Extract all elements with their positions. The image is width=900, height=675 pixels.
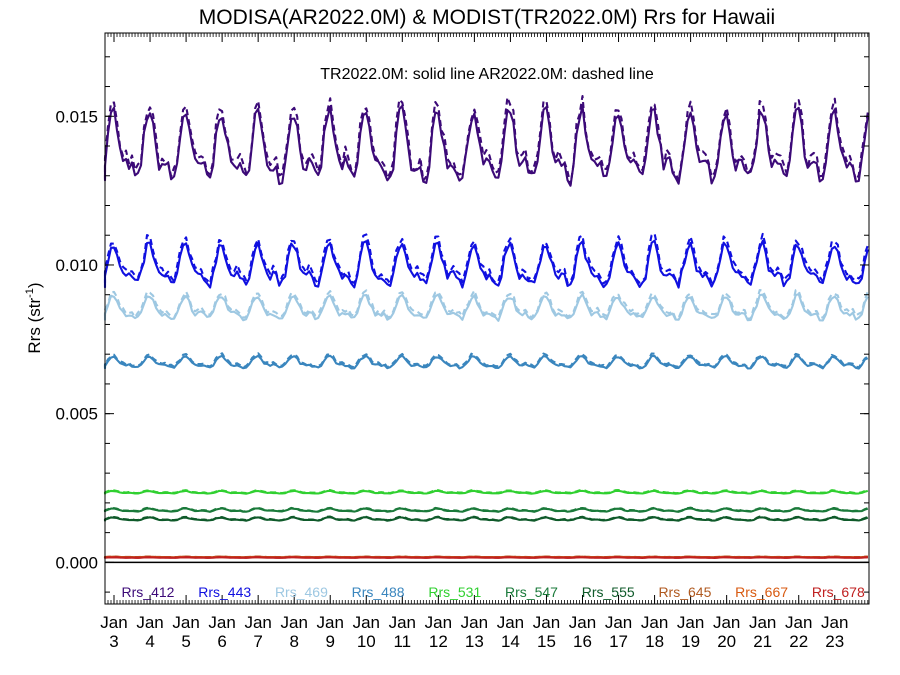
- series-layer: [103, 94, 869, 559]
- x-tick-month: Jan: [569, 613, 596, 632]
- legend-label-rrs_678: Rrs_678: [812, 584, 865, 600]
- x-tick-year: 21: [753, 632, 772, 651]
- x-tick-year: 23: [825, 632, 844, 651]
- legend-label-rrs_555: Rrs_555: [582, 584, 635, 600]
- x-tick-month: Jan: [641, 613, 668, 632]
- series-line-rrs_469-dashed: [103, 288, 869, 321]
- legend-label-rrs_547: Rrs_547: [505, 584, 558, 600]
- x-tick-month: Jan: [785, 613, 812, 632]
- x-tick-year: 20: [717, 632, 736, 651]
- legend-label-rrs_412: Rrs_412: [122, 584, 175, 600]
- series-line-rrs_443-solid: [103, 239, 869, 289]
- x-tick-year: 6: [217, 632, 226, 651]
- series-line-rrs_443-dashed: [103, 232, 869, 286]
- series-line-rrs_678-dashed: [103, 556, 868, 559]
- x-tick-month: Jan: [677, 613, 704, 632]
- y-axis-label: Rrs (str-1): [24, 282, 44, 353]
- x-tick-month: Jan: [533, 613, 560, 632]
- series-line-rrs_488-solid: [103, 354, 869, 370]
- x-tick-year: 15: [537, 632, 556, 651]
- plot-frame: [104, 32, 870, 605]
- x-tick-year: 5: [181, 632, 190, 651]
- x-tick-year: 13: [465, 632, 484, 651]
- y-tick-label: 0.005: [55, 405, 98, 424]
- x-tick-year: 17: [609, 632, 628, 651]
- chart-subtitle: TR2022.0M: solid line AR2022.0M: dashed …: [320, 66, 654, 83]
- x-tick-year: 4: [145, 632, 154, 651]
- x-tick-year: 10: [357, 632, 376, 651]
- y-tick-label: 0.010: [55, 256, 98, 275]
- x-tick-year: 18: [645, 632, 664, 651]
- legend-label-rrs_443: Rrs_443: [198, 584, 251, 600]
- y-tick-label: 0.000: [55, 553, 98, 572]
- x-tick-month: Jan: [821, 613, 848, 632]
- x-tick-year: 22: [789, 632, 808, 651]
- x-tick-month: Jan: [317, 613, 344, 632]
- x-tick-year: 19: [681, 632, 700, 651]
- x-tick-month: Jan: [605, 613, 632, 632]
- x-tick-month: Jan: [497, 613, 524, 632]
- x-axis-ticks: Jan3Jan4Jan5Jan6Jan7Jan8Jan9Jan10Jan11Ja…: [100, 33, 869, 651]
- y-axis-ticks: 0.000 0.005 0.010 0.015: [55, 56, 869, 593]
- x-tick-year: 3: [109, 632, 118, 651]
- y-axis-label-main: Rrs (str: [25, 298, 44, 354]
- x-tick-year: 8: [289, 632, 298, 651]
- series-line-rrs_547-dashed: [103, 506, 869, 513]
- x-tick-year: 11: [393, 632, 411, 651]
- legend-label-rrs_488: Rrs_488: [352, 584, 405, 600]
- y-axis-label-end: ): [25, 282, 44, 288]
- legend: Rrs_412 Rrs_443 Rrs_469 Rrs_488 Rrs_531 Rrs_5…: [122, 584, 865, 600]
- x-tick-month: Jan: [136, 613, 163, 632]
- x-tick-month: Jan: [244, 613, 271, 632]
- x-tick-month: Jan: [389, 613, 416, 632]
- x-tick-month: Jan: [280, 613, 307, 632]
- series-line-rrs_555-dashed: [103, 515, 869, 522]
- x-tick-month: Jan: [749, 613, 776, 632]
- y-tick-label: 0.015: [55, 107, 98, 126]
- x-tick-year: 16: [573, 632, 592, 651]
- x-tick-month: Jan: [100, 613, 127, 632]
- series-line-rrs_412-dashed: [103, 94, 869, 186]
- legend-label-rrs_469: Rrs_469: [275, 584, 328, 600]
- x-tick-year: 14: [501, 632, 520, 651]
- x-tick-month: Jan: [713, 613, 740, 632]
- series-line-rrs_531-dashed: [103, 489, 869, 495]
- x-tick-year: 12: [429, 632, 448, 651]
- legend-label-rrs_645: Rrs_645: [658, 584, 711, 600]
- legend-label-rrs_667: Rrs_667: [735, 584, 788, 600]
- y-axis-label-superscript: -1: [24, 288, 36, 298]
- x-tick-month: Jan: [425, 613, 452, 632]
- legend-label-rrs_531: Rrs_531: [428, 584, 481, 600]
- x-tick-month: Jan: [208, 613, 235, 632]
- x-tick-year: 7: [253, 632, 262, 651]
- x-tick-month: Jan: [461, 613, 488, 632]
- x-tick-month: Jan: [172, 613, 199, 632]
- chart-title: MODISA(AR2022.0M) & MODIST(TR2022.0M) Rr…: [199, 6, 775, 29]
- x-tick-month: Jan: [353, 613, 380, 632]
- x-tick-year: 9: [326, 632, 335, 651]
- series-line-rrs_412-solid: [103, 104, 869, 187]
